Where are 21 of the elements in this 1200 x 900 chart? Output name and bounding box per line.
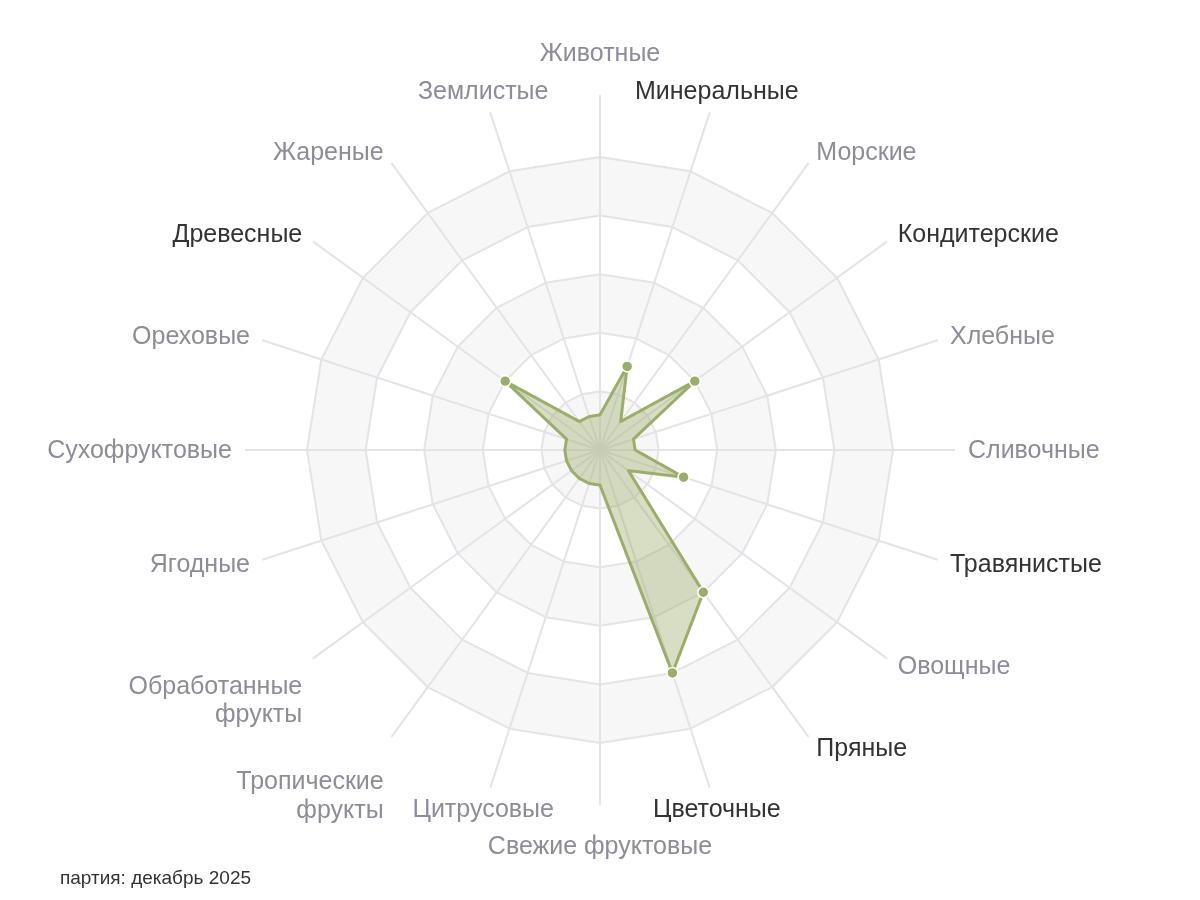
spoke-label: Пряные: [816, 732, 908, 761]
spoke-label: Минеральные: [635, 75, 799, 104]
spoke-label: Свежие фруктовые: [487, 831, 713, 859]
spoke-label: Ореховые: [132, 321, 251, 350]
spoke-label: Жареные: [272, 137, 384, 166]
spoke-label: Травянистые: [949, 548, 1102, 577]
spoke-label: Морские: [816, 137, 917, 166]
spoke-label: Цветочные: [652, 794, 781, 823]
spoke-label: Тропические фрукты: [236, 766, 384, 823]
spoke-label: Кондитерские: [897, 218, 1059, 247]
text: партия: декабрь 2025: [60, 867, 252, 888]
spoke-label: Землистые: [417, 75, 549, 104]
spoke-label: Обработанные фрукты: [128, 670, 303, 728]
spoke-label: Ягодные: [149, 548, 251, 577]
spoke-label: Сливочные: [968, 435, 1100, 463]
spoke-label: Цитрусовые: [412, 794, 554, 823]
spoke-label: Сухофруктовые: [47, 435, 232, 463]
spoke-label: Животные: [539, 38, 661, 66]
spoke-label: Хлебные: [949, 321, 1055, 350]
spoke-label: Овощные: [897, 651, 1011, 680]
spoke-label: Древесные: [172, 218, 303, 247]
